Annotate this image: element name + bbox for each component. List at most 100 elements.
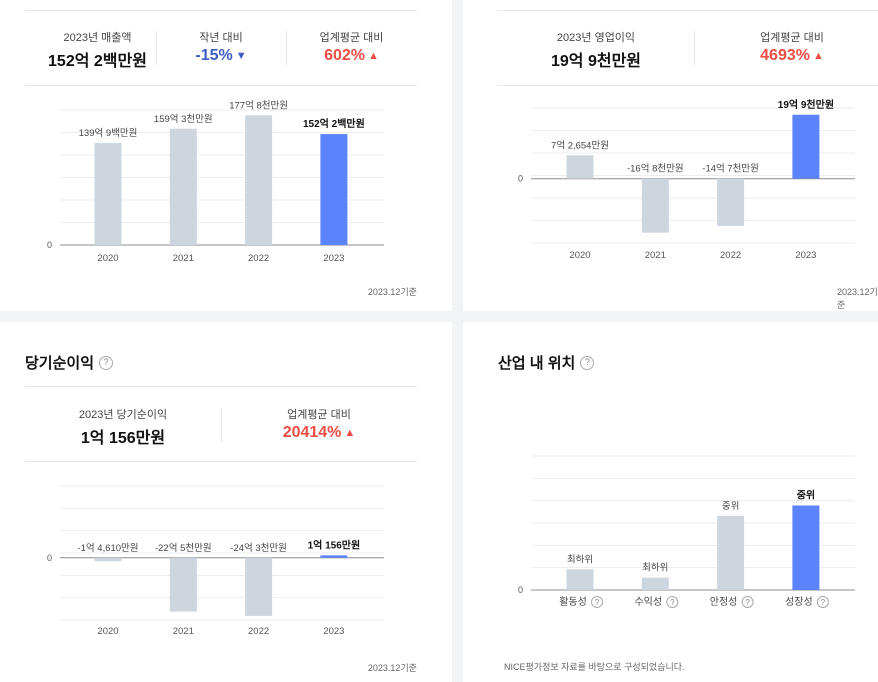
- card-title: 산업 내 위치 ?: [498, 352, 595, 373]
- divider: [221, 408, 222, 442]
- bar: [245, 115, 273, 245]
- yoy-stat: 작년 대비 -15% ▼: [156, 29, 286, 65]
- industry-avg-value: 4693%: [760, 47, 810, 64]
- stat-label: 업계평균 대비: [287, 409, 351, 421]
- bar: [566, 569, 594, 590]
- data-label: -24억 3천만원: [230, 542, 287, 554]
- data-label: 152억 2백만원: [303, 117, 365, 130]
- stat-value: -15% ▼: [156, 47, 286, 65]
- stat-value: 19억 9천만원: [550, 53, 642, 70]
- data-label: 7억 2,654만원: [551, 139, 609, 151]
- x-tick-label: 2022: [248, 626, 269, 637]
- industry-avg-stat: 업계평균 대비 20414% ▲: [221, 406, 417, 442]
- net-income-card: 당기순이익 ? 2023년 당기순이익 1억 156만원 업계평균 대비 204…: [0, 322, 452, 682]
- revenue-card: 2023년 매출액 152억 2백만원 작년 대비 -15% ▼ 업계평균 대비 …: [0, 0, 452, 311]
- industry-avg-stat: 업계평균 대비 4693% ▲: [694, 29, 878, 65]
- x-tick-label: 안정성: [710, 596, 738, 608]
- data-label: -22억 5천만원: [155, 542, 212, 554]
- industry-avg-stat: 업계평균 대비 602% ▲: [286, 29, 417, 65]
- bar: [717, 178, 745, 226]
- arrow-up-icon: ▲: [368, 50, 379, 62]
- x-tick-label: 2023: [795, 250, 816, 261]
- revenue-chart: 0 139억 9백만원 2020 159억 3천만원 2021 177억 8천만원 2022…: [47, 99, 384, 264]
- data-label: 139억 9백만원: [79, 127, 138, 139]
- divider: [25, 386, 417, 387]
- footnote: NICE평가정보 자료를 바탕으로 구성되었습니다.: [504, 662, 685, 672]
- x-tick-label: 2022: [720, 250, 741, 261]
- data-label: -14억 7천만원: [702, 163, 759, 175]
- x-tick-label: 수익성: [634, 596, 662, 608]
- help-icon: ?: [670, 598, 675, 607]
- bar: [641, 577, 669, 590]
- divider: [694, 31, 695, 65]
- footnote: 2023.12기준: [367, 287, 417, 297]
- bar: [320, 134, 348, 245]
- x-tick-label: 2023: [323, 626, 344, 637]
- yoy-value: -15%: [195, 47, 233, 64]
- data-label: -16억 8천만원: [627, 163, 684, 175]
- bar: [94, 557, 122, 562]
- x-tick-label: 2023: [323, 253, 344, 264]
- data-label: 19억 9천만원: [778, 98, 834, 111]
- bar: [792, 114, 820, 179]
- bar: [792, 505, 820, 590]
- divider: [498, 10, 878, 11]
- stat-value: 20414% ▲: [221, 424, 417, 442]
- card-title-text: 당기순이익: [25, 355, 95, 372]
- help-icon: ?: [595, 598, 600, 607]
- stat-label: 업계평균 대비: [319, 32, 384, 44]
- x-tick-label: 2020: [569, 250, 590, 261]
- operating-profit-card: 2023년 영업이익 19억 9천만원 업계평균 대비 4693% ▲ 0 7억 2…: [463, 0, 878, 311]
- bar: [169, 557, 197, 612]
- revenue-stat: 2023년 매출액 152억 2백만원: [25, 29, 170, 71]
- x-tick-label: 성장성: [785, 596, 813, 608]
- stat-value: 1억 156만원: [80, 430, 166, 447]
- help-icon: ?: [745, 598, 750, 607]
- divider: [25, 10, 417, 11]
- x-tick-label: 2020: [97, 253, 118, 264]
- arrow-down-icon: ▼: [235, 50, 247, 62]
- industry-position-card: 산업 내 위치 ? 0 최하위 활동성? 최하위 수익성? 중위 안정성? 중위 성장성? NI…: [463, 322, 878, 682]
- stat-label: 업계평균 대비: [760, 32, 824, 44]
- industry-avg-value: 602%: [324, 47, 366, 64]
- bar: [320, 555, 348, 558]
- help-icon: [816, 596, 829, 608]
- bar: [641, 178, 669, 233]
- arrow-up-icon: ▲: [812, 50, 824, 62]
- data-label: -1억 4,610만원: [77, 542, 138, 554]
- help-icon[interactable]: ?: [580, 355, 595, 370]
- operating-profit-stat: 2023년 영업이익 19억 9천만원: [498, 29, 694, 71]
- divider: [498, 85, 878, 86]
- stat-label: 2023년 당기순이익: [78, 409, 168, 421]
- x-tick-label: 2021: [173, 253, 194, 264]
- bar: [717, 515, 745, 590]
- net-income-stat: 2023년 당기순이익 1억 156만원: [25, 406, 221, 448]
- divider: [286, 31, 287, 65]
- y-tick-label: 0: [518, 585, 523, 595]
- arrow-up-icon: ▲: [344, 427, 356, 439]
- y-tick-label: 0: [518, 174, 523, 184]
- stat-value: 152억 2백만원: [48, 53, 147, 70]
- x-tick-label: 2020: [97, 626, 118, 637]
- help-icon: [666, 596, 679, 608]
- bar: [169, 128, 197, 245]
- industry-avg-value: 20414%: [282, 424, 342, 441]
- bar: [245, 557, 273, 616]
- operating-profit-chart: 0 7억 2,654만원 2020 -16억 8천만원 2021 -14억 7천만원 202…: [518, 98, 855, 261]
- stat-label: 2023년 영업이익: [556, 32, 636, 44]
- stat-value: 4693% ▲: [694, 47, 878, 65]
- bar: [566, 155, 594, 179]
- help-icon: [591, 596, 603, 608]
- stat-value: 602% ▲: [286, 47, 417, 65]
- data-label: 중위: [722, 500, 739, 512]
- data-label: 1억 156만원: [308, 538, 361, 551]
- card-title-text: 산업 내 위치: [498, 355, 576, 372]
- x-tick-label: 활동성: [559, 595, 587, 608]
- help-icon: ?: [821, 598, 826, 607]
- footnote: 2023.12기준: [837, 287, 878, 310]
- help-icon: [741, 596, 754, 608]
- footnote: 2023.12기준: [367, 663, 417, 673]
- bar: [94, 142, 122, 245]
- help-icon[interactable]: ?: [99, 355, 114, 370]
